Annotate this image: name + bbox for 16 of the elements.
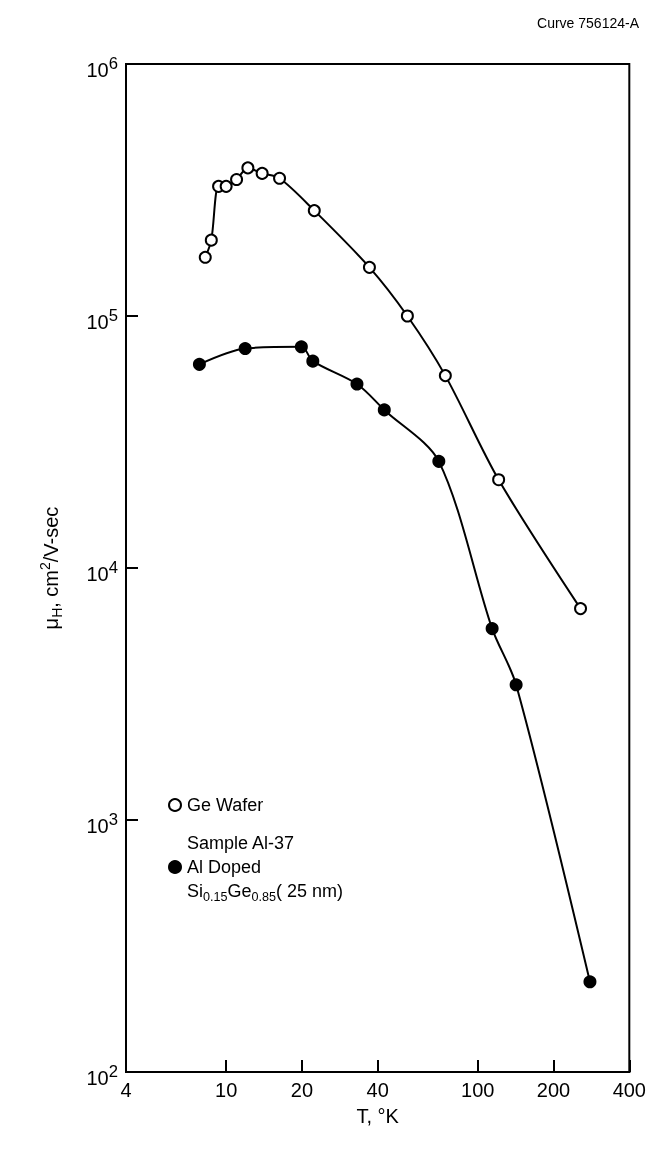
y-tick-label: 10$^{5}$ (86, 305, 118, 334)
x-tick-label: 400 (612, 1079, 646, 1101)
x-tick-label: 10 (215, 1079, 238, 1101)
y-tick-label: 10$^{6}$ (86, 53, 118, 82)
x-tick-label: 200 (536, 1079, 571, 1101)
y-tick-label: 10$^{4}$ (86, 557, 118, 586)
x-tick-label: 100 (461, 1079, 495, 1101)
y-tick-label: 10$^{2}$ (86, 1061, 118, 1090)
x-tick-label: 4 (120, 1079, 132, 1101)
legend-label: Ge Wafer (187, 795, 264, 815)
x-tick-label: 20 (290, 1079, 314, 1101)
text: Curve 756124-A (537, 15, 640, 31)
y-axis-title: μH, cm2/V-sec (37, 506, 65, 630)
x-tick-label: 40 (366, 1079, 389, 1101)
y-tick-label: 10$^{3}$ (86, 809, 118, 838)
x-axis-title: T, °K (356, 1105, 400, 1127)
